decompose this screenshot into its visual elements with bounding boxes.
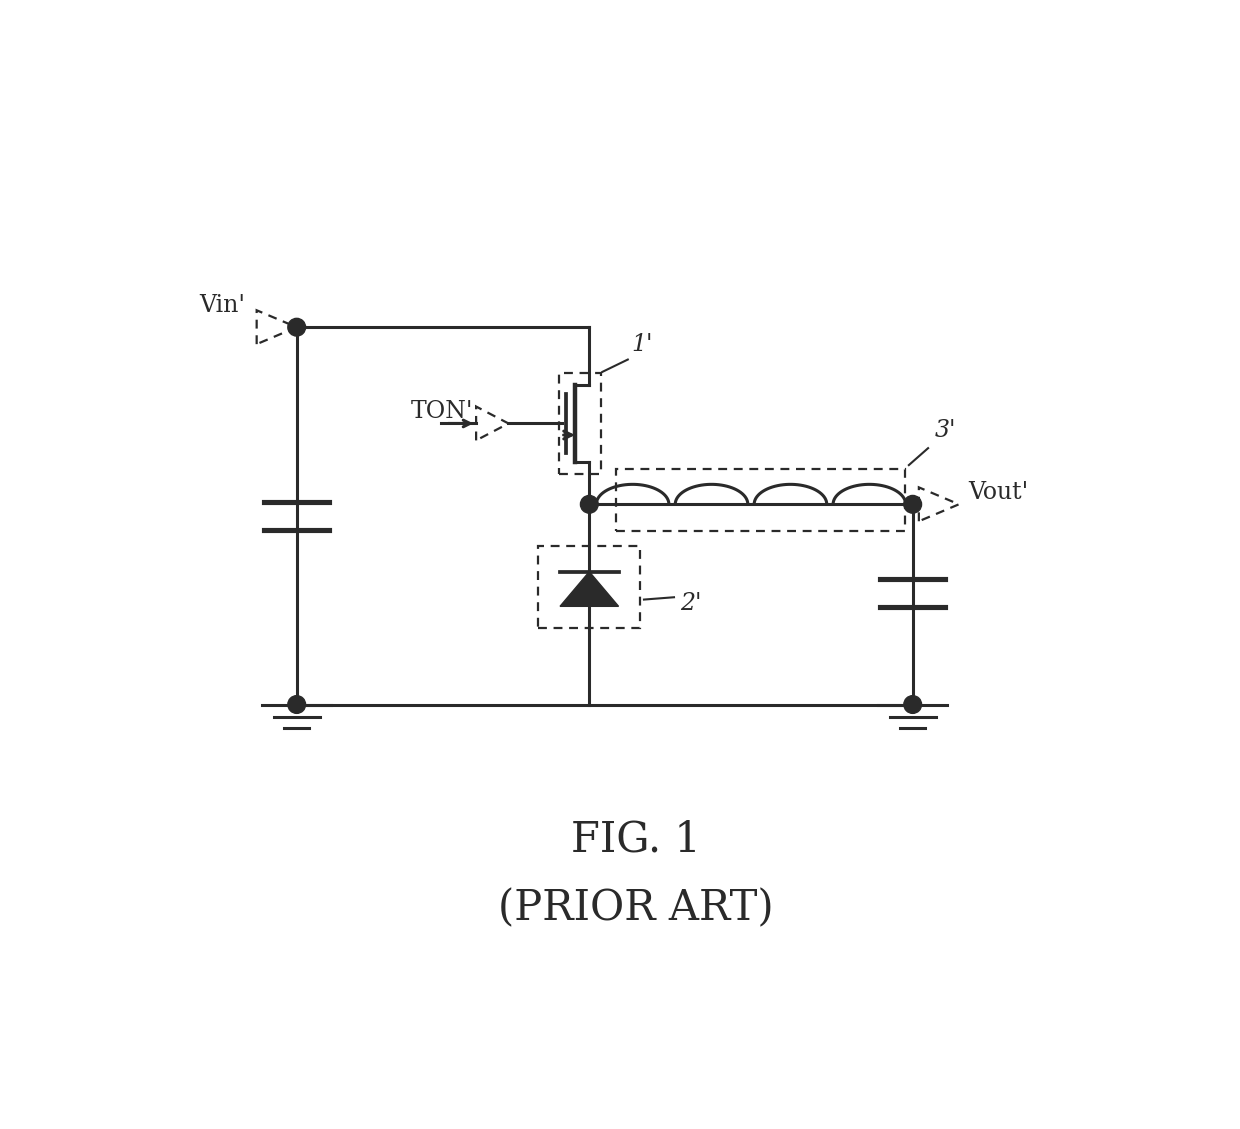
Text: FIG. 1: FIG. 1 [570,819,701,860]
Text: 1': 1' [631,333,653,356]
Text: Vout': Vout' [968,481,1028,505]
Text: (PRIOR ART): (PRIOR ART) [497,887,774,929]
Text: TON': TON' [410,401,474,423]
Circle shape [904,695,921,714]
Bar [558,374,601,473]
Circle shape [288,695,305,714]
Circle shape [904,496,921,514]
Text: 2': 2' [681,592,702,615]
Polygon shape [560,571,619,606]
Text: Vin': Vin' [198,295,246,317]
Circle shape [580,496,598,514]
Text: 3': 3' [934,419,956,441]
Bar [538,546,640,628]
Bar [616,469,905,532]
Circle shape [288,318,305,336]
